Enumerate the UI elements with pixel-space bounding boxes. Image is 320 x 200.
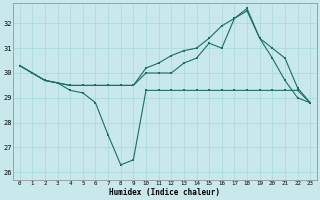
- X-axis label: Humidex (Indice chaleur): Humidex (Indice chaleur): [109, 188, 220, 197]
